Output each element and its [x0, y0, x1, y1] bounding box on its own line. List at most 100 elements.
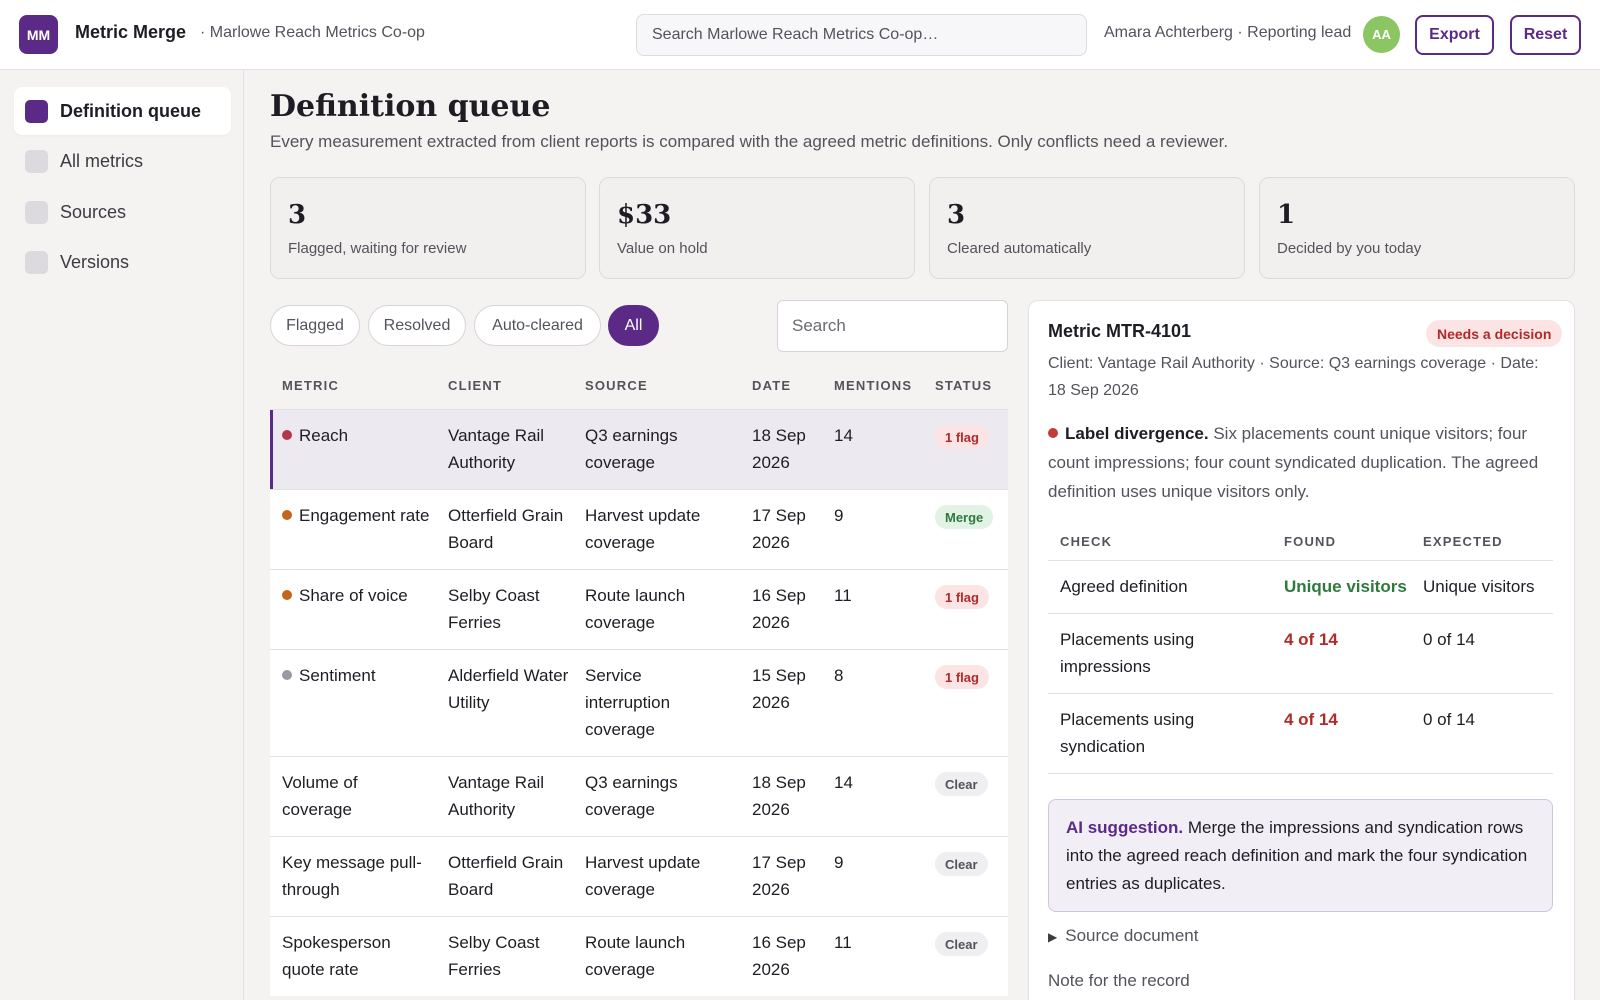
table-row[interactable]: Engagement rate Otterfield Grain Board H… [270, 489, 1008, 569]
check-expected: Unique visitors [1423, 577, 1535, 596]
table-header: METRIC CLIENT SOURCE DATE MENTIONS STATU… [270, 365, 1008, 409]
check-expected: 0 of 14 [1423, 710, 1475, 729]
status-dot-icon [282, 430, 292, 440]
definition-queue-icon [25, 100, 48, 123]
column-header-source[interactable]: SOURCE [585, 378, 648, 393]
status-dot-icon [282, 670, 292, 680]
date-cell: 18 Sep 2026 [752, 426, 806, 472]
sidebar-item-sources[interactable]: Sources [14, 188, 231, 236]
mentions-cell: 14 [834, 773, 853, 792]
check-row: Placements using impressions 4 of 14 0 o… [1048, 614, 1553, 694]
sidebar-item-all-metrics[interactable]: All metrics [14, 137, 231, 185]
sidebar-item-label: Versions [60, 252, 130, 272]
check-expected: 0 of 14 [1423, 630, 1475, 649]
ai-suggestion-text: AI suggestion. Merge the impressions and… [1066, 814, 1536, 898]
global-search-input[interactable] [636, 14, 1087, 56]
mentions-cell: 9 [834, 853, 844, 872]
filter-chip-resolved[interactable]: Resolved [368, 305, 466, 346]
versions-icon [25, 251, 48, 274]
filter-chip-flagged[interactable]: Flagged [270, 305, 360, 346]
date-cell: 15 Sep 2026 [752, 666, 806, 712]
mentions-cell: 11 [834, 933, 852, 952]
table-row[interactable]: Reach Vantage Rail Authority Q3 earnings… [270, 409, 1008, 489]
sidebar-item-versions[interactable]: Versions [14, 238, 231, 286]
reset-button[interactable]: Reset [1510, 15, 1581, 55]
alert-dot-icon [1048, 428, 1058, 438]
column-header-expected: EXPECTED [1423, 534, 1503, 549]
source-document-label: Source document [1065, 926, 1199, 945]
page-subtitle: Every measurement extracted from client … [270, 132, 1229, 151]
page-title: Definition queue [270, 89, 551, 124]
disclosure-triangle-icon: ▶ [1048, 930, 1058, 944]
status-badge: Merge [935, 505, 994, 529]
mentions-cell: 9 [834, 506, 844, 525]
date-cell: 17 Sep 2026 [752, 853, 806, 899]
date-cell: 16 Sep 2026 [752, 586, 806, 632]
column-header-mentions[interactable]: MENTIONS [834, 378, 913, 393]
table-row[interactable]: Spokesperson quote rate Selby Coast Ferr… [270, 916, 1008, 996]
filter-chip-all[interactable]: All [608, 305, 659, 346]
table-row[interactable]: Share of voice Selby Coast Ferries Route… [270, 569, 1008, 649]
column-header-check: CHECK [1060, 534, 1113, 549]
filter-chip-auto-cleared[interactable]: Auto-cleared [474, 305, 601, 346]
stat-value: 3 [288, 200, 307, 230]
sidebar-item-definition-queue[interactable]: Definition queue [14, 87, 231, 135]
table-row[interactable]: Key message pull-through Otterfield Grai… [270, 836, 1008, 916]
status-badge: Clear [935, 772, 988, 796]
mentions-cell: 14 [834, 426, 853, 445]
client-cell: Vantage Rail Authority [448, 773, 545, 819]
stat-value: 1 [1277, 200, 1296, 230]
metrics-table: METRIC CLIENT SOURCE DATE MENTIONS STATU… [270, 365, 1008, 996]
stat-label: Decided by you today [1277, 240, 1422, 257]
metric-cell: Key message pull-through [282, 853, 422, 899]
status-badge: Clear [935, 852, 988, 876]
mentions-cell: 11 [834, 586, 852, 605]
date-cell: 16 Sep 2026 [752, 933, 806, 979]
avatar[interactable]: AA [1363, 16, 1400, 53]
column-header-metric[interactable]: METRIC [282, 378, 340, 393]
metric-cell: Engagement rate [282, 502, 432, 529]
note-label: Note for the record [1048, 971, 1190, 990]
client-cell: Vantage Rail Authority [448, 426, 545, 472]
all-metrics-icon [25, 150, 48, 173]
column-header-client[interactable]: CLIENT [448, 378, 503, 393]
source-cell: Route launch coverage [585, 586, 686, 632]
ai-suggestion-title: AI suggestion. [1066, 818, 1184, 837]
checks-table: CHECK FOUND EXPECTED Agreed definition U… [1048, 521, 1553, 774]
source-cell: Route launch coverage [585, 933, 686, 979]
client-cell: Selby Coast Ferries [448, 586, 540, 632]
check-found: Unique visitors [1284, 577, 1407, 596]
status-badge: 1 flag [935, 585, 989, 609]
issue-text: Six placements count unique visitors; fo… [1048, 424, 1539, 501]
sidebar-item-label: Definition queue [60, 101, 201, 121]
top-bar: MM Metric Merge · Marlowe Reach Metrics … [0, 0, 1600, 70]
check-found: 4 of 14 [1284, 630, 1338, 649]
metric-cell: Spokesperson quote rate [282, 933, 391, 979]
source-cell: Harvest update coverage [585, 506, 701, 552]
stat-card-flagged: 3 Flagged, waiting for review [270, 177, 586, 279]
column-header-status[interactable]: STATUS [935, 378, 993, 393]
metric-cell: Reach [282, 422, 348, 449]
source-cell: Q3 earnings coverage [585, 426, 678, 472]
metric-cell: Sentiment [282, 662, 432, 689]
check-label: Placements using impressions [1060, 630, 1195, 676]
sidebar-item-label: Sources [60, 202, 127, 222]
issue-summary: Label divergence. Six placements count u… [1048, 419, 1553, 506]
app-logo: MM [19, 15, 58, 54]
export-button[interactable]: Export [1415, 15, 1494, 55]
check-row: Placements using syndication 4 of 14 0 o… [1048, 694, 1553, 774]
user-label: Amara Achterberg · Reporting lead [1104, 24, 1352, 41]
sidebar: Definition queue All metrics Sources Ver… [0, 70, 244, 1000]
checks-header: CHECK FOUND EXPECTED [1048, 521, 1553, 561]
stat-card-value-on-hold: $33 Value on hold [599, 177, 915, 279]
mentions-cell: 8 [834, 666, 844, 685]
source-document-toggle[interactable]: ▶ Source document [1048, 926, 1198, 946]
stat-label: Cleared automatically [947, 240, 1092, 257]
date-cell: 17 Sep 2026 [752, 506, 806, 552]
column-header-date[interactable]: DATE [752, 378, 792, 393]
detail-meta: Client: Vantage Rail Authority · Source:… [1048, 355, 1539, 399]
table-row[interactable]: Sentiment Alderfield Water Utility Servi… [270, 649, 1008, 756]
table-row[interactable]: Volume of coverage Vantage Rail Authorit… [270, 756, 1008, 836]
table-search-input[interactable] [777, 300, 1008, 352]
stat-value: 3 [947, 200, 966, 230]
